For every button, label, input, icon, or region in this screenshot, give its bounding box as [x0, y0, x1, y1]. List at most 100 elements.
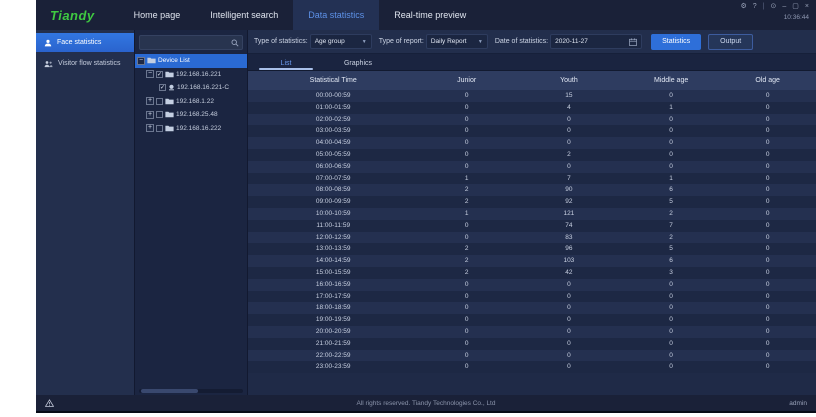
- table-row: 05:00-05:59 0 2 0 0: [248, 148, 816, 161]
- folder-icon: [165, 98, 174, 105]
- cell-value: 0: [669, 139, 673, 147]
- cell-value: 0: [669, 162, 673, 170]
- clock-text: 10:36:44: [783, 14, 809, 21]
- expand-icon[interactable]: +: [146, 124, 154, 133]
- column-header-junior: Junior: [457, 77, 477, 84]
- cell-value: 0: [669, 280, 673, 288]
- nav-tab-data-statistics[interactable]: Data statistics: [293, 0, 380, 30]
- output-button[interactable]: Output: [708, 33, 754, 50]
- table-row: 14:00-14:59 2 103 6 0: [248, 255, 816, 267]
- folder-icon: [165, 111, 174, 118]
- device-search-input[interactable]: [143, 39, 231, 46]
- warning-icon[interactable]: [45, 399, 54, 407]
- tree-node-192-168-16-222[interactable]: +192.168.16.222: [135, 122, 247, 136]
- cell-value: 0: [765, 103, 770, 111]
- cell-value: 0: [765, 351, 770, 359]
- cell-value: 0: [765, 162, 770, 170]
- expand-icon[interactable]: +: [146, 110, 154, 119]
- tab-graphics[interactable]: Graphics: [343, 60, 372, 67]
- tree-node-192-168-25-48[interactable]: +192.168.25.48: [135, 108, 247, 122]
- cell-value: 0: [669, 115, 673, 123]
- date-of-statistics-label: Date of statistics:: [494, 38, 549, 45]
- minimize-icon[interactable]: –: [782, 3, 787, 10]
- copyright-text: All rights reserved. Tiandy Technologies…: [356, 399, 496, 407]
- tree-node-192-168-16-221-c[interactable]: ✓ 192.168.16.221-C: [135, 81, 247, 95]
- tree-node-192-168-1-22[interactable]: +192.168.1.22: [135, 95, 247, 109]
- cell-value: 90: [565, 186, 573, 194]
- type-of-report-select[interactable]: Daily Report ▼: [425, 34, 488, 49]
- cell-value: 0: [464, 233, 469, 241]
- statistics-button[interactable]: Statistics: [651, 33, 702, 50]
- nav-tab-real-time-preview[interactable]: Real-time preview: [394, 10, 467, 20]
- collapse-icon[interactable]: −: [137, 56, 145, 65]
- folder-icon: [147, 57, 156, 64]
- sidebar-item-visitor-flow-statistics[interactable]: Visitor flow statistics: [36, 54, 134, 73]
- cell-value: 0: [765, 209, 770, 217]
- cell-value: 1: [669, 103, 673, 111]
- camera-icon: [168, 84, 175, 91]
- close-icon[interactable]: ×: [804, 3, 809, 10]
- date-of-statistics-input[interactable]: 2020-11-27: [550, 34, 643, 49]
- cell-value: 6: [669, 186, 673, 194]
- cell-value: 96: [565, 245, 573, 253]
- nav-tab-home-page[interactable]: Home page: [133, 10, 181, 20]
- cell-value: 0: [669, 292, 673, 300]
- tree-checkbox[interactable]: ✓: [156, 70, 163, 78]
- cell-value: 0: [765, 92, 770, 99]
- cell-value: 0: [567, 162, 571, 170]
- tree-checkbox[interactable]: ✓: [159, 84, 166, 92]
- search-icon[interactable]: [231, 39, 239, 47]
- cell-value: 0: [567, 127, 571, 135]
- pin-icon[interactable]: ⊙: [770, 3, 777, 10]
- main-nav: Home page Intelligent search Data statisti…: [119, 0, 482, 30]
- cell-value: 0: [669, 150, 673, 158]
- cell-value: 0: [669, 363, 673, 371]
- cell-value: 0: [765, 233, 770, 241]
- column-header-statistical-time: Statistical Time: [309, 77, 357, 84]
- tree-checkbox[interactable]: [156, 111, 163, 119]
- sidebar-item-label: Face statistics: [57, 39, 102, 46]
- cell-value: 0: [567, 363, 571, 371]
- table-row: 06:00-06:59 0 0 0 0: [248, 160, 816, 173]
- cell-value: 74: [565, 221, 573, 229]
- device-search-box: [139, 35, 243, 50]
- nav-tab-intelligent-search[interactable]: Intelligent search: [210, 10, 279, 20]
- cell-value: 3: [669, 268, 673, 276]
- help-icon[interactable]: ?: [752, 3, 757, 10]
- sidebar-item-face-statistics[interactable]: Face statistics: [36, 33, 134, 52]
- tree-checkbox[interactable]: [156, 124, 163, 132]
- chevron-down-icon: ▼: [477, 38, 483, 45]
- cell-value: 0: [567, 351, 571, 359]
- table-row: 16:00-16:59 0 0 0 0: [248, 278, 816, 291]
- table-row: 23:00-23:59 0 0 0 0: [248, 361, 816, 374]
- cell-value: 0: [567, 280, 571, 288]
- expand-icon[interactable]: +: [146, 97, 154, 106]
- cell-value: 0: [669, 339, 673, 347]
- cell-statistical-time: 07:00-07:59: [315, 174, 351, 182]
- cell-value: 0: [464, 304, 469, 312]
- cell-value: 0: [765, 268, 770, 276]
- settings-icon[interactable]: ⚙: [740, 3, 747, 10]
- cell-value: 2: [669, 209, 673, 217]
- cell-value: 0: [765, 339, 770, 347]
- cell-value: 0: [464, 92, 469, 99]
- cell-value: 0: [464, 150, 469, 158]
- window-icons-row: ⚙? | ⊙ – ▢ ×: [740, 3, 809, 11]
- tree-node-device-list[interactable]: − Device List: [135, 54, 247, 68]
- tree-hscrollbar-thumb[interactable]: [141, 389, 199, 393]
- cell-value: 5: [669, 198, 673, 206]
- table-row: 08:00-08:59 2 90 6 0: [248, 184, 816, 197]
- table-row: 07:00-07:59 1 7 1 0: [248, 172, 816, 185]
- tree-checkbox[interactable]: [156, 97, 163, 105]
- cell-statistical-time: 06:00-06:59: [315, 162, 351, 170]
- tree-node-192-168-16-221[interactable]: − ✓ 192.168.16.221: [135, 68, 247, 82]
- type-of-statistics-select[interactable]: Age group ▼: [309, 34, 372, 49]
- calendar-icon[interactable]: [629, 37, 638, 46]
- logged-in-user: admin: [789, 399, 807, 407]
- filter-toolbar: Type of statistics: Age group ▼ Type of …: [248, 30, 816, 54]
- cell-value: 0: [567, 115, 571, 123]
- tab-list[interactable]: List: [250, 60, 322, 70]
- table-row: 09:00-09:59 2 92 5 0: [248, 196, 816, 208]
- collapse-icon[interactable]: −: [146, 70, 154, 79]
- restore-icon[interactable]: ▢: [792, 3, 799, 10]
